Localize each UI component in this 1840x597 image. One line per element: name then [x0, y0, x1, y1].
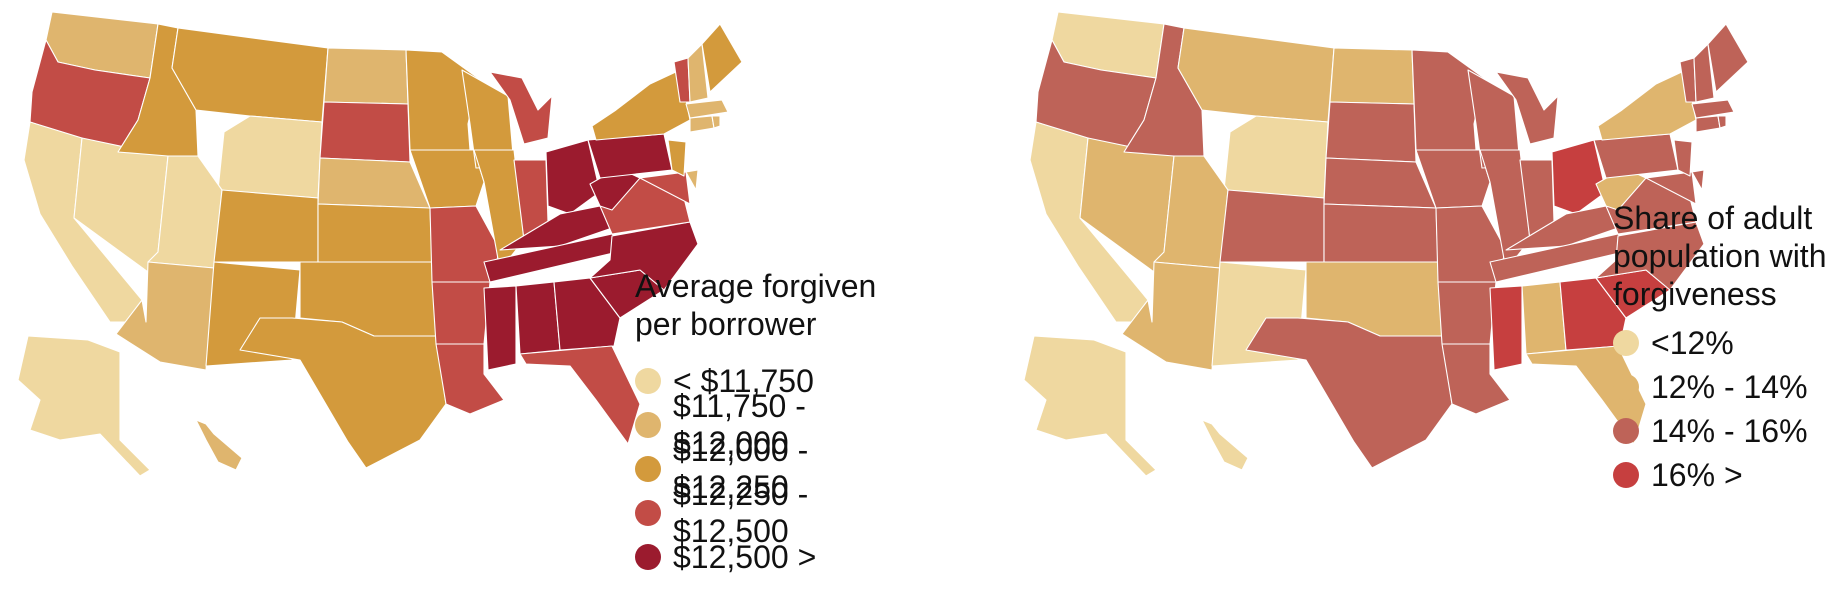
left-state-ct — [689, 115, 715, 133]
right-choropleth-map — [1023, 11, 1749, 477]
left-state-ms — [483, 285, 517, 371]
right-state-hi — [1201, 419, 1249, 471]
left-legend-item: $12,500 > — [635, 535, 920, 579]
left-legend-swatch — [635, 368, 661, 394]
right-state-ri — [1717, 115, 1727, 129]
right-state-nd — [1329, 47, 1415, 105]
left-state-hi — [195, 419, 243, 471]
left-choropleth-map — [17, 11, 743, 477]
left-state-nh — [687, 43, 709, 103]
left-state-nd — [323, 47, 409, 105]
left-legend-swatch — [635, 544, 661, 570]
right-state-de — [1691, 169, 1705, 191]
right-legend-item: <12% — [1613, 321, 1833, 365]
left-legend-title: Average forgiven per borrower — [635, 268, 877, 342]
left-state-ak — [17, 335, 151, 477]
left-state-mt — [171, 27, 329, 123]
left-state-ar — [431, 281, 491, 345]
left-state-la — [435, 343, 505, 415]
right-state-nj — [1673, 139, 1693, 177]
left-state-ny — [591, 69, 691, 141]
right-state-tx — [1245, 317, 1453, 469]
right-map-panel — [920, 0, 1840, 597]
left-state-al — [515, 281, 561, 355]
left-state-ne — [317, 157, 431, 209]
right-state-me — [1707, 23, 1749, 93]
left-state-me — [701, 23, 743, 93]
right-state-ar — [1437, 281, 1497, 345]
right-legend-item: 12% - 14% — [1613, 365, 1833, 409]
right-state-la — [1441, 343, 1511, 415]
left-state-sd — [319, 101, 411, 163]
left-state-ma — [685, 99, 729, 119]
left-legend-swatch — [635, 456, 661, 482]
left-state-co — [213, 189, 319, 263]
right-state-ms — [1489, 285, 1523, 371]
left-legend-label: < $11,750 — [673, 362, 814, 399]
left-state-ks — [317, 203, 433, 263]
right-legend-label: 16% > — [1651, 456, 1743, 493]
left-legend-swatch — [635, 500, 661, 526]
right-state-ne — [1323, 157, 1437, 209]
left-legend-item: $12,000 - $12,250 — [635, 432, 920, 505]
right-state-pa — [1593, 133, 1679, 179]
right-legend-swatch — [1613, 418, 1639, 444]
right-state-sd — [1325, 101, 1417, 163]
left-state-nj — [667, 139, 687, 177]
left-legend-item: $12,250 - $12,500 — [635, 476, 920, 549]
right-legend-swatch — [1613, 330, 1639, 356]
left-state-de — [685, 169, 699, 191]
right-state-nc — [1595, 221, 1705, 291]
left-state-fl — [519, 345, 641, 445]
right-legend: Share of adult population with forgivene… — [1613, 199, 1833, 497]
left-state-az — [115, 261, 215, 371]
right-legend-swatch — [1613, 462, 1639, 488]
left-legend-label: $12,000 - $12,250 — [673, 432, 809, 505]
right-state-ia — [1415, 149, 1491, 209]
right-state-ct — [1695, 115, 1721, 133]
right-legend-title: Share of adult population with forgivene… — [1613, 200, 1827, 312]
right-state-ak — [1023, 335, 1157, 477]
right-state-ny — [1597, 69, 1697, 141]
right-legend-item: 16% > — [1613, 453, 1833, 497]
right-state-nh — [1693, 43, 1715, 103]
left-state-md — [639, 171, 691, 205]
left-map-panel: Average forgiven per borrower < $11,750 … — [17, 11, 920, 579]
left-state-tx — [239, 317, 447, 469]
right-legend-swatch — [1613, 374, 1639, 400]
left-state-oh — [545, 139, 601, 215]
right-state-mt — [1177, 27, 1335, 123]
left-legend-swatch — [635, 412, 661, 438]
right-state-oh — [1551, 139, 1607, 215]
right-state-co — [1219, 189, 1325, 263]
left-legend-label: $12,250 - $12,500 — [673, 476, 809, 549]
right-legend-label: <12% — [1651, 324, 1734, 361]
left-state-ia — [409, 149, 485, 209]
right-state-al — [1521, 281, 1567, 355]
right-state-md — [1645, 171, 1697, 205]
right-legend-label: 14% - 16% — [1651, 412, 1808, 449]
left-legend: Average forgiven per borrower < $11,750 … — [635, 267, 920, 579]
left-state-il — [473, 149, 525, 271]
right-state-az — [1121, 261, 1221, 371]
left-state-nc — [589, 221, 699, 291]
right-state-wy — [1223, 115, 1329, 199]
left-legend-item: < $11,750 — [635, 359, 920, 403]
right-state-il — [1479, 149, 1531, 271]
left-state-wy — [217, 115, 323, 199]
left-state-pa — [587, 133, 673, 179]
right-state-ma — [1691, 99, 1735, 119]
left-state-mi — [489, 71, 553, 145]
left-state-ri — [711, 115, 721, 129]
right-state-mi — [1495, 71, 1559, 145]
left-legend-label: $11,750 - $12,000 — [673, 388, 806, 461]
right-legend-label: 12% - 14% — [1651, 368, 1808, 405]
right-legend-item: 14% - 16% — [1613, 409, 1833, 453]
left-legend-label: $12,500 > — [673, 538, 817, 575]
left-legend-item: $11,750 - $12,000 — [635, 388, 920, 461]
right-state-ks — [1323, 203, 1439, 263]
